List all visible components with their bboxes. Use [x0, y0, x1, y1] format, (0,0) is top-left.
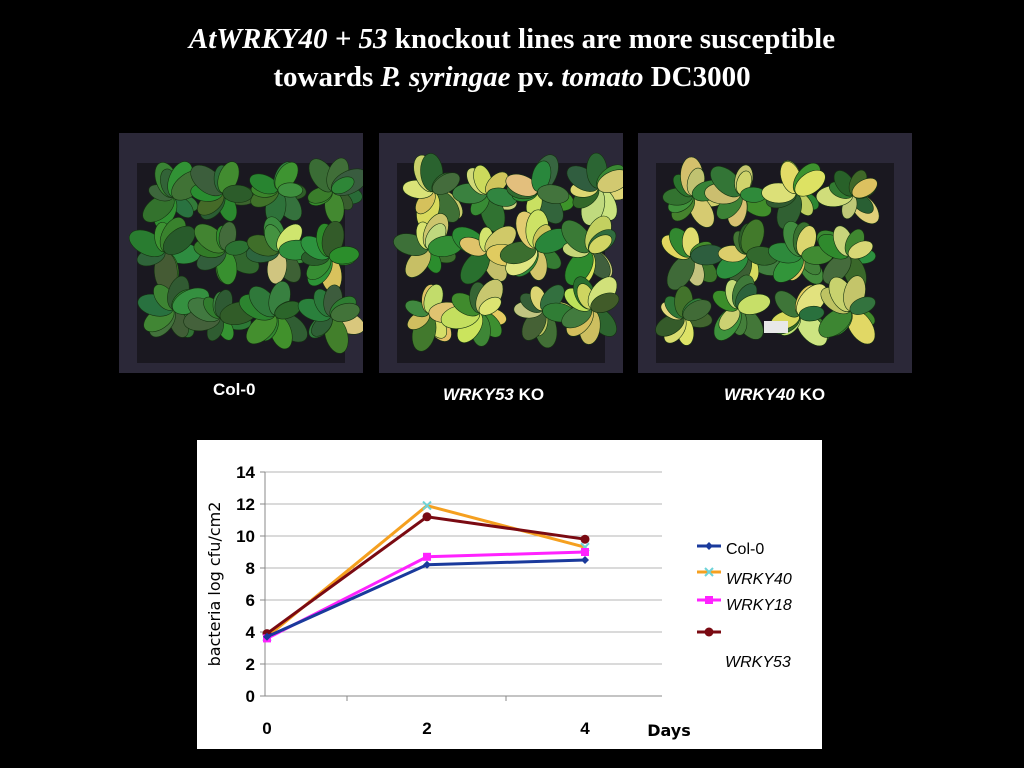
plant-photo-wrky40-ko [638, 133, 912, 373]
leaf-shape [597, 169, 623, 193]
leaf-shape [277, 182, 303, 198]
title-part: towards [273, 61, 381, 93]
leaf-shape [537, 184, 570, 204]
leaf-shape [590, 292, 620, 314]
data-point-wrky53 [422, 512, 432, 522]
leaf-shape [432, 172, 461, 195]
x-tick-label: 4 [580, 719, 590, 738]
data-point-wrky40 [422, 500, 432, 511]
title-part: tomato [561, 61, 644, 93]
title-part: knockout lines are more susceptible [387, 23, 836, 55]
y-tick-label: 2 [246, 655, 255, 674]
plant-photo-col0 [119, 133, 363, 373]
pot-label-tag [764, 321, 788, 333]
data-point-col-0 [263, 632, 271, 641]
leaf-shape [851, 177, 878, 199]
data-point-col-0 [423, 560, 431, 569]
leaf-shape [222, 184, 253, 203]
photo-caption-wrky53-ko: WRKY53 KO [443, 385, 545, 404]
chart-panel: 0 2 4 6 8 10 12 14 0 2 4 Days bacteria log cfu/cm2 Co… [197, 440, 822, 749]
photo-caption-wrky40-ko: WRKY40 KO [724, 385, 826, 404]
slide-title: AtWRKY40 + 53 knockout lines are more su… [0, 20, 1024, 96]
leaf-shape [328, 246, 360, 265]
series-line-wrky40 [266, 503, 586, 638]
x-tick-label: 2 [422, 719, 431, 738]
plant-photo-wrky53-ko [379, 133, 623, 373]
leaf-shape [737, 293, 771, 315]
legend-marker [705, 542, 713, 550]
leaf-shape [331, 176, 355, 195]
leaf-shape [849, 296, 876, 315]
photo-caption-col0: Col-0 [213, 380, 256, 399]
legend-marker [704, 567, 714, 577]
leaf-shape [798, 305, 825, 322]
y-tick-label: 8 [246, 559, 255, 578]
legend-label-wrky18: WRKY18 [726, 597, 792, 614]
data-point-wrky18 [423, 552, 431, 561]
y-tick-label: 4 [246, 623, 256, 642]
legend-label-col-0: Col-0 [726, 541, 764, 558]
leaf-shape [794, 169, 826, 197]
line-chart: 0 2 4 6 8 10 12 14 0 2 4 Days bacteria log cfu/cm2 Co… [205, 463, 792, 740]
legend-marker [704, 627, 714, 637]
y-tick-label: 10 [236, 527, 255, 546]
x-tick-label: 0 [262, 719, 271, 738]
y-axis-title: bacteria log cfu/cm2 [205, 502, 224, 667]
legend-label-wrky40: WRKY40 [726, 571, 792, 588]
x-axis-title: Days [647, 721, 691, 740]
y-tick-label: 12 [236, 495, 255, 514]
y-tick-label: 6 [246, 591, 255, 610]
leaf-shape [588, 234, 613, 254]
title-part: P. syringae [380, 61, 511, 93]
y-tick-label: 14 [236, 463, 255, 482]
leaf-shape [330, 302, 361, 323]
data-point-col-0 [581, 556, 589, 564]
leaf-shape [682, 299, 712, 322]
title-part: DC3000 [643, 61, 751, 93]
leaf-shape [162, 225, 196, 255]
legend-label-wrky53: WRKY53 [725, 654, 791, 671]
data-point-wrky18 [581, 548, 589, 556]
leaf-shape [847, 240, 874, 260]
legend-marker [705, 596, 713, 604]
data-point-wrky53 [580, 534, 590, 544]
title-part: AtWRKY40 + 53 [188, 23, 388, 55]
title-part: pv. [510, 61, 562, 93]
leaf-shape [478, 296, 502, 316]
y-tick-label: 0 [246, 687, 255, 706]
